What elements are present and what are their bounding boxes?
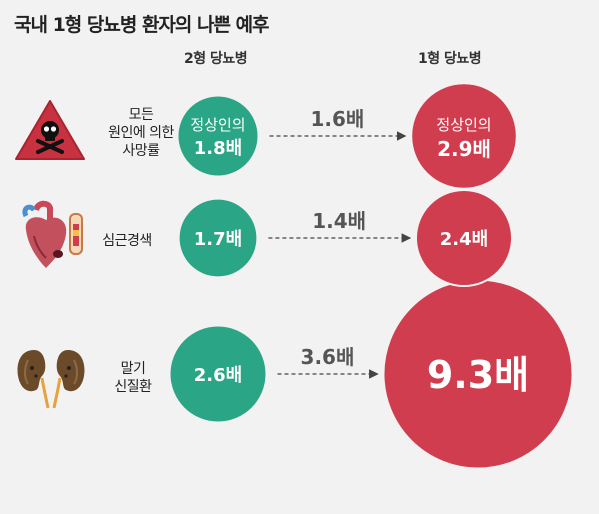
bubble-type2-label-row3: 2.6배 (194, 365, 242, 386)
heart-artery-icon (22, 200, 83, 268)
bubble-type2-label-row1: 1.8배 (194, 138, 242, 159)
bubble-type2-row3 (170, 326, 266, 422)
bubble-type1-label-row2: 2.4배 (440, 229, 488, 250)
bubble-type1-label-row1: 2.9배 (437, 137, 491, 161)
bubble-type2-prefix-row1: 정상인의 (190, 116, 245, 134)
skull-warning-icon (15, 100, 85, 160)
bubble-type1-row1 (410, 82, 518, 190)
column-header-type1: 1형 당뇨병 (418, 51, 482, 67)
ratio-label-row3: 3.6배 (301, 345, 355, 369)
bubble-type1-label-row3: 9.3배 (427, 353, 529, 397)
bubble-type2-label-row2: 1.7배 (194, 229, 242, 250)
kidneys-icon (17, 350, 85, 409)
row-label-mi: 심근경색 (102, 233, 152, 249)
ratio-label-row2: 1.4배 (312, 209, 366, 233)
row-label-mortality: 모든 원인에 의한 사망률 (108, 107, 174, 159)
bubble-type1-row2 (414, 188, 514, 288)
bubble-type2-row1 (178, 96, 258, 176)
row-label-esrd: 말기 신질환 (114, 361, 152, 395)
chart-title: 국내 1형 당뇨병 환자의 나쁜 예후 (14, 14, 270, 36)
ratio-label-row1: 1.6배 (310, 107, 364, 131)
bubble-type1-prefix-row1: 정상인의 (436, 116, 491, 134)
bubble-type2-row2 (179, 199, 257, 277)
column-header-type2: 2형 당뇨병 (184, 51, 248, 67)
